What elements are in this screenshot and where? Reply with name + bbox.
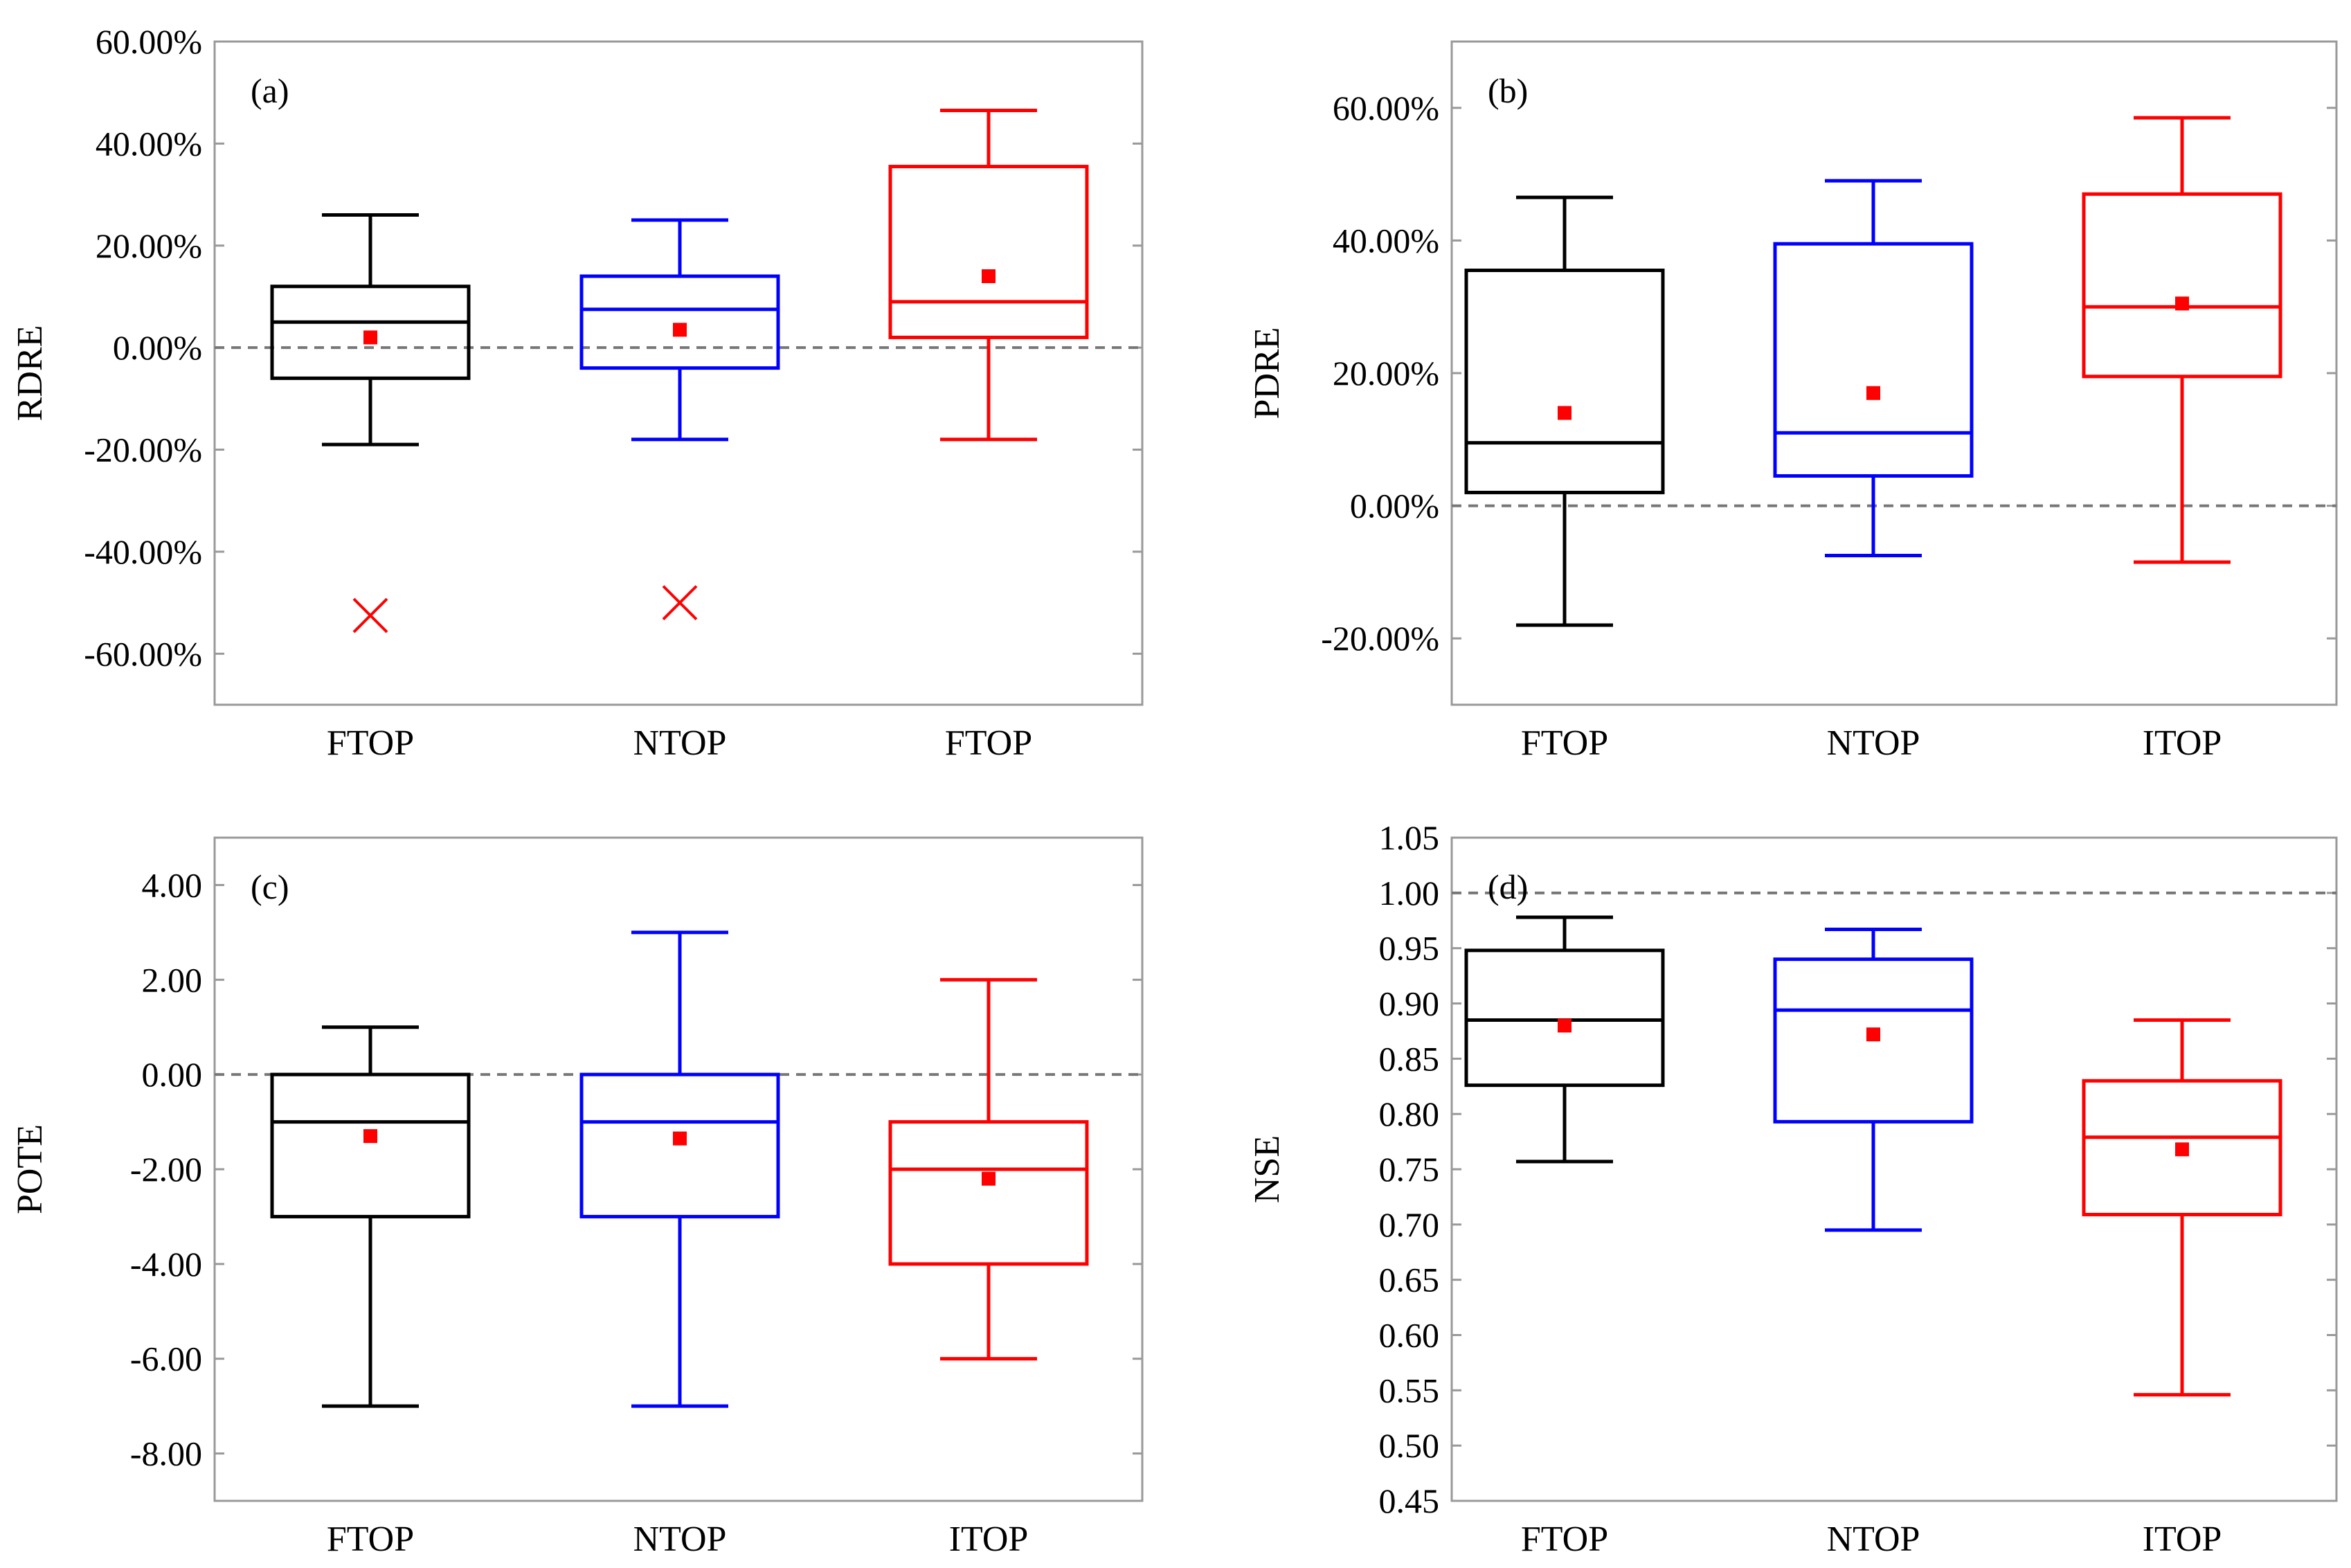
iqr-box: [2082, 192, 2282, 379]
plot-frame: [213, 40, 1144, 706]
box-itop: [888, 977, 1089, 1361]
box-itop: [2082, 1018, 2282, 1397]
x-category-label: ITOP: [949, 1520, 1029, 1559]
y-tick-label: -60.00%: [84, 634, 202, 673]
mean-marker: [2175, 1142, 2189, 1157]
box-ftop: [888, 108, 1089, 442]
y-tick-label: -40.00%: [84, 532, 202, 571]
panel-label: (c): [251, 867, 289, 906]
y-tick-label: -4.00: [130, 1245, 202, 1283]
mean-marker: [982, 269, 996, 283]
mean-marker: [2175, 296, 2189, 311]
iqr-box: [888, 165, 1089, 339]
iqr-box: [270, 1072, 471, 1218]
y-tick-label: 0.90: [1379, 984, 1440, 1023]
mean-marker: [363, 330, 377, 345]
panel-label: (b): [1488, 71, 1528, 110]
mean-marker: [363, 1129, 377, 1144]
y-axis-label: PDRE: [1247, 327, 1287, 420]
mean-marker: [1558, 406, 1571, 420]
iqr-box: [270, 285, 471, 380]
outlier-marker: [352, 597, 388, 633]
mean-marker: [982, 1171, 996, 1186]
y-tick-label: 0.95: [1379, 929, 1440, 968]
y-tick-label: 0.45: [1379, 1481, 1440, 1520]
box-ftop: [1464, 915, 1665, 1164]
y-tick-label: 0.80: [1379, 1094, 1440, 1133]
iqr-box: [888, 1120, 1089, 1266]
y-tick-label: 20.00%: [96, 226, 202, 265]
box-ftop: [270, 1025, 471, 1408]
iqr-box: [1464, 269, 1665, 494]
panel-label: (a): [251, 71, 289, 110]
y-tick-label: 40.00%: [96, 124, 202, 163]
iqr-box: [579, 274, 780, 370]
y-tick-label: 2.00: [142, 960, 203, 999]
x-category-label: FTOP: [1521, 723, 1608, 763]
box-itop: [2082, 116, 2282, 564]
panel-b: 60.00% 40.00% 20.00% 0.00% -20.00% PDRE (b) FTO…: [1247, 40, 2338, 763]
x-category-label: NTOP: [633, 1520, 727, 1559]
y-tick-label: -20.00%: [84, 431, 202, 469]
x-category-label: FTOP: [945, 723, 1032, 763]
iqr-box: [1773, 957, 1974, 1124]
mean-marker: [673, 1131, 687, 1146]
x-category-label: NTOP: [633, 723, 727, 763]
box-ntop: [1773, 179, 1974, 557]
x-category-label: ITOP: [2143, 723, 2222, 763]
x-category-label: NTOP: [1827, 723, 1920, 763]
x-category-label: FTOP: [327, 723, 414, 763]
y-tick-label: 0.75: [1379, 1150, 1440, 1189]
y-tick-label: -20.00%: [1321, 619, 1439, 658]
y-axis-label: POTE: [10, 1124, 50, 1214]
y-tick-label: 0.65: [1379, 1261, 1440, 1299]
mean-marker: [1558, 1018, 1571, 1033]
box-ftop: [270, 213, 471, 633]
y-tick-label: -6.00: [130, 1340, 202, 1378]
mean-marker: [673, 323, 687, 337]
y-tick-label: 0.70: [1379, 1205, 1440, 1244]
y-tick-label: 0.50: [1379, 1426, 1440, 1465]
y-tick-label: 1.00: [1379, 874, 1440, 912]
outlier-marker: [662, 585, 698, 621]
y-tick-label: 0.00: [142, 1055, 203, 1094]
mean-marker: [1866, 386, 1880, 400]
panel-c: 4.00 2.00 0.00 -2.00 -4.00 -6.00 -8.00 POTE (c) F…: [10, 836, 1144, 1559]
iqr-box: [579, 1072, 780, 1218]
y-tick-label: 1.05: [1379, 818, 1440, 857]
mean-marker: [1866, 1027, 1880, 1042]
iqr-box: [2082, 1079, 2282, 1216]
x-category-label: ITOP: [2143, 1520, 2222, 1559]
panel-d: 1.05 1.00 0.95 0.90 0.85 0.80 0.75 0.70 0.65 0.60…: [1247, 818, 2338, 1559]
plot-frame: [1450, 40, 2338, 706]
y-tick-label: 0.85: [1379, 1039, 1440, 1078]
y-tick-label: 0.00%: [113, 328, 202, 367]
box-ntop: [579, 218, 780, 621]
panel-a: 60.00% 40.00% 20.00% 0.00% -20.00% -40.00% -60…: [10, 22, 1144, 763]
box-ntop: [1773, 928, 1974, 1232]
y-tick-label: 0.00%: [1350, 487, 1439, 525]
x-category-label: NTOP: [1827, 1520, 1920, 1559]
y-tick-label: 4.00: [142, 865, 203, 904]
y-tick-label: 60.00%: [96, 22, 202, 61]
y-tick-label: 20.00%: [1333, 354, 1439, 393]
x-category-label: FTOP: [1521, 1520, 1608, 1559]
x-category-label: FTOP: [327, 1520, 414, 1559]
y-axis-label: NSE: [1247, 1135, 1287, 1203]
plot-frame: [1450, 836, 2338, 1502]
y-tick-label: 60.00%: [1333, 89, 1439, 127]
y-tick-label: -2.00: [130, 1150, 202, 1189]
y-tick-label: 40.00%: [1333, 221, 1439, 260]
iqr-box: [1773, 242, 1974, 478]
iqr-box: [1464, 948, 1665, 1088]
y-tick-label: -8.00: [130, 1434, 202, 1473]
box-ntop: [579, 930, 780, 1408]
y-tick-label: 0.60: [1379, 1316, 1440, 1355]
box-ftop: [1464, 195, 1665, 627]
panel-label: (d): [1488, 867, 1528, 906]
y-axis-label: RDRE: [10, 325, 50, 422]
y-tick-label: 0.55: [1379, 1371, 1440, 1409]
